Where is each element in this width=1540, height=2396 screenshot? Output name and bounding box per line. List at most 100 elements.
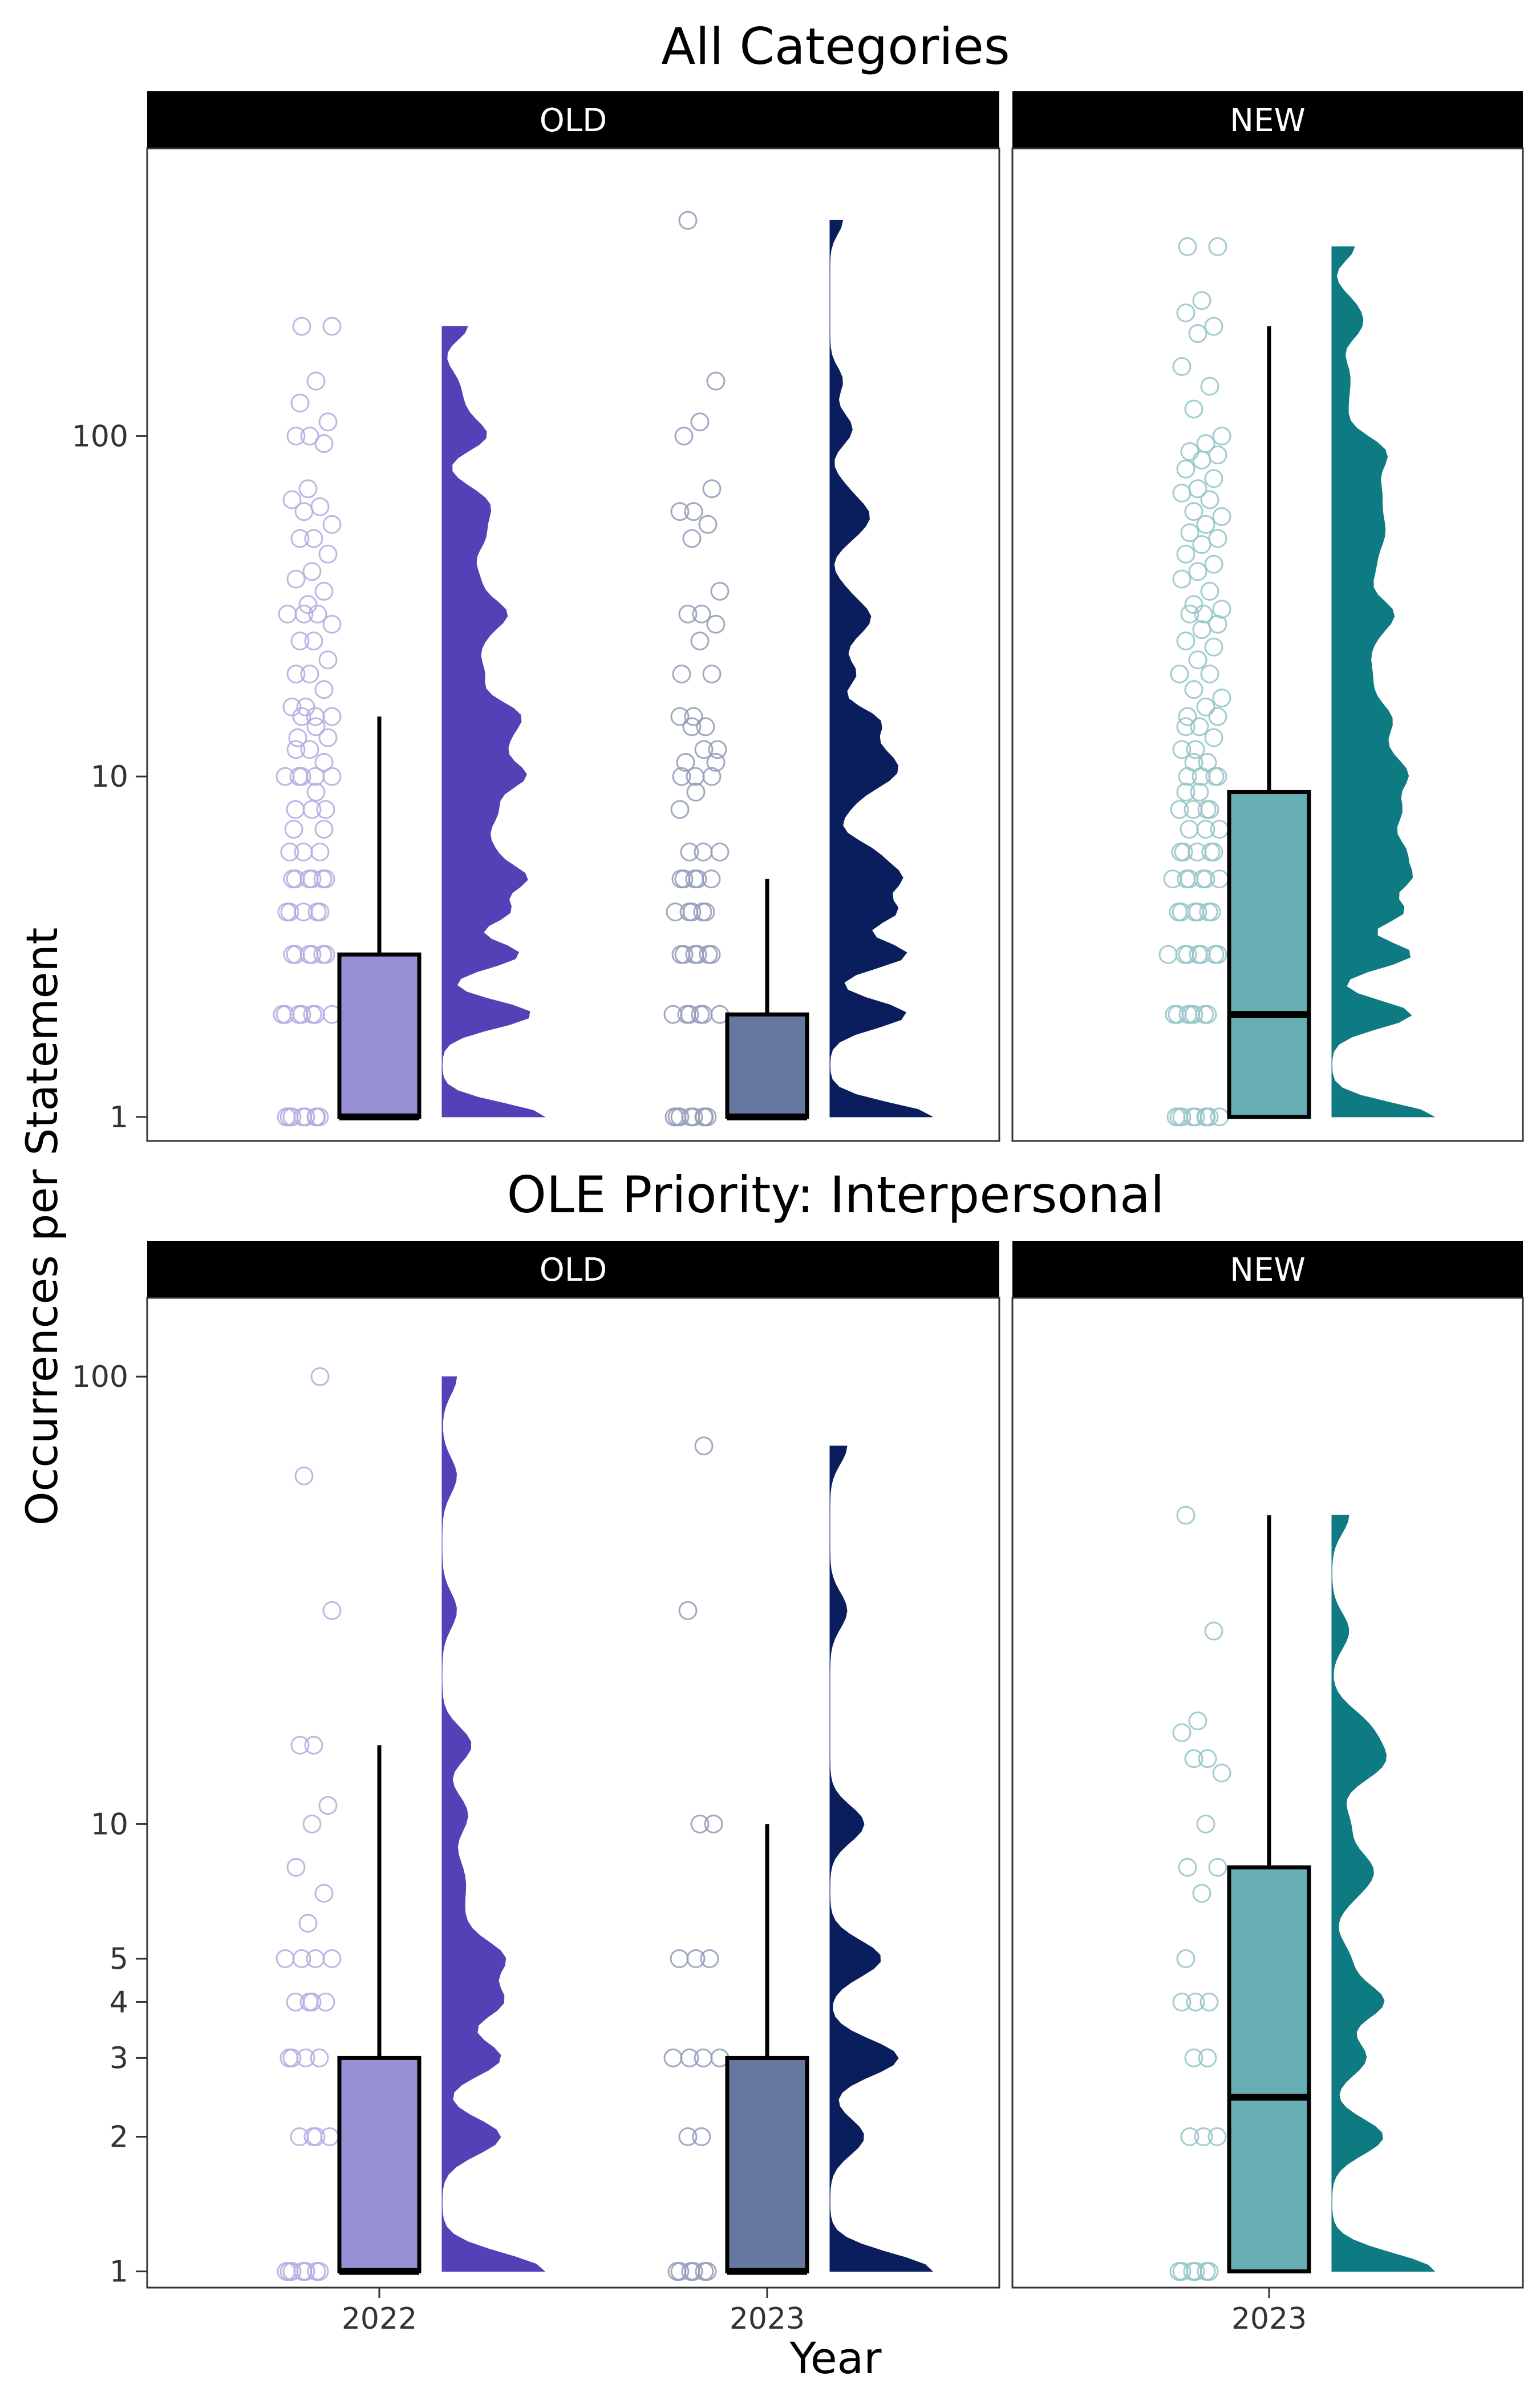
data-point [1192, 291, 1211, 310]
data-point [1169, 902, 1188, 922]
data-point [690, 1814, 710, 1834]
data-point [314, 820, 334, 839]
data-point [1180, 523, 1199, 543]
data-point [706, 752, 726, 772]
data-point [698, 515, 718, 534]
data-point [282, 490, 302, 509]
data-point [1184, 2048, 1203, 2067]
data-point [690, 632, 710, 651]
data-point [1188, 479, 1207, 499]
data-point [292, 707, 311, 726]
data-point [1190, 717, 1209, 736]
data-point [1163, 869, 1182, 889]
data-point [1166, 1107, 1186, 1127]
data-point [681, 2262, 700, 2281]
panel-border [1011, 147, 1524, 1142]
data-point [686, 782, 706, 802]
data-point [306, 707, 325, 726]
data-point [275, 1949, 295, 1968]
y-tick-label: 1 [110, 2255, 128, 2289]
data-point [310, 842, 330, 861]
y-tick-label: 100 [72, 1360, 128, 1394]
panel-border [146, 1297, 1000, 2289]
data-point [314, 581, 334, 601]
data-point [678, 211, 698, 230]
data-point [1201, 842, 1221, 861]
density-cloud [441, 326, 546, 1118]
data-point [1212, 507, 1231, 527]
data-point [1194, 2127, 1213, 2147]
data-point [700, 1949, 719, 1968]
data-point [277, 902, 297, 922]
data-point [316, 800, 335, 819]
data-point [1170, 664, 1189, 683]
data-point [708, 740, 727, 759]
facet-strip [147, 1241, 999, 1298]
x-axis-title: Year [789, 2333, 882, 2383]
data-point [694, 1436, 714, 1456]
data-point [286, 569, 306, 589]
data-point [672, 664, 691, 683]
data-point [710, 581, 730, 601]
data-point [710, 842, 730, 861]
facet-strip-label: NEW [1230, 102, 1306, 139]
density-cloud [1331, 246, 1435, 1118]
data-point [286, 664, 306, 683]
data-point [676, 752, 695, 772]
data-point [1192, 450, 1211, 470]
data-point [322, 707, 342, 726]
data-point [1176, 782, 1195, 802]
data-point [1194, 604, 1213, 624]
data-point [298, 1913, 318, 1933]
data-point [1176, 1949, 1195, 1968]
data-point [690, 412, 710, 432]
data-point [302, 562, 322, 581]
data-point [322, 1949, 342, 1968]
data-point [1200, 581, 1219, 601]
data-point [1169, 2262, 1189, 2281]
data-point [307, 902, 327, 922]
data-point [286, 1857, 306, 1877]
data-point [306, 717, 326, 736]
data-point [696, 717, 715, 736]
data-point [678, 1601, 698, 1620]
data-point [318, 1796, 338, 1815]
data-point [1204, 555, 1223, 574]
box-iqr [1227, 1865, 1311, 2274]
data-point [677, 1005, 696, 1024]
data-point [1200, 664, 1219, 683]
data-point [300, 664, 319, 683]
data-point [1184, 502, 1203, 521]
data-point [1180, 820, 1199, 839]
panel-border [146, 147, 1000, 1142]
data-point [694, 2048, 713, 2067]
data-point [273, 1005, 292, 1024]
y-tick-label: 3 [110, 2041, 128, 2075]
data-point [1172, 569, 1192, 589]
data-point [277, 2262, 296, 2281]
data-point [1197, 2262, 1216, 2281]
data-point [1176, 1505, 1195, 1525]
data-point [692, 604, 711, 624]
data-point [1192, 535, 1211, 555]
data-point [304, 1735, 323, 1755]
data-point [289, 767, 309, 786]
data-point [694, 842, 713, 861]
data-point [318, 650, 338, 670]
data-point [693, 902, 712, 922]
data-point [1180, 442, 1199, 462]
data-point [1196, 1107, 1215, 1127]
data-point [1165, 1005, 1184, 1024]
data-point [682, 717, 702, 736]
data-point [314, 1884, 334, 1903]
data-point [288, 728, 307, 747]
data-point [704, 1814, 723, 1834]
data-point [1212, 689, 1231, 708]
data-point [692, 2127, 711, 2147]
data-point [286, 740, 306, 759]
data-point [1186, 1992, 1205, 2011]
data-point [313, 945, 333, 964]
data-point [1196, 515, 1215, 534]
data-point [1178, 1005, 1198, 1024]
panel-border [1011, 1297, 1524, 2289]
